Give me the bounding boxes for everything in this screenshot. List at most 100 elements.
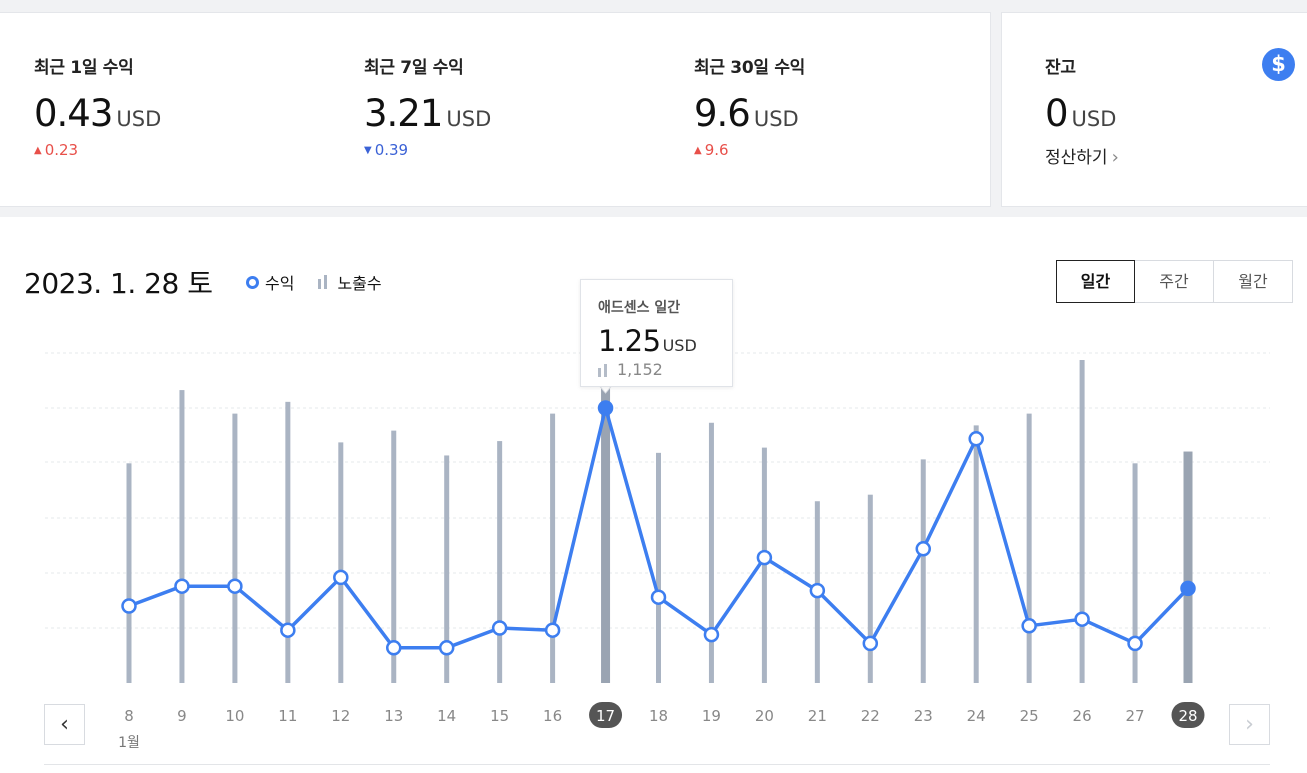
stat-7day: 최근 7일 수익 3.21 USD ▼ 0.39 — [364, 53, 491, 159]
revenue-point — [227, 578, 243, 594]
selected-date-badge — [1171, 702, 1205, 728]
balance-label: 잔고 — [1045, 58, 1076, 78]
impressions-bar — [601, 381, 611, 683]
balance-value: 0 — [1045, 92, 1069, 135]
revenue-point — [915, 541, 931, 557]
x-tick-label: 10 — [225, 707, 244, 725]
settle-label: 정산하기 — [1045, 148, 1108, 168]
impressions-bar — [179, 390, 185, 683]
revenue-point — [597, 400, 614, 416]
dollar-icon: $ — [1262, 48, 1295, 81]
x-tick-label: 15 — [490, 707, 509, 725]
prev-period-button[interactable]: ‹ — [44, 704, 85, 745]
stat-balance: 잔고 0 USD 정산하기 › — [1045, 53, 1119, 168]
period-toggle: 일간 주간 월간 — [1056, 260, 1293, 303]
impressions-bar — [1183, 451, 1193, 683]
bar-chart-icon — [318, 275, 330, 289]
stat-delta: 9.6 — [704, 141, 729, 159]
x-tick-label: 9 — [177, 707, 187, 725]
impressions-bar — [920, 459, 926, 683]
x-tick-label: 24 — [967, 707, 986, 725]
chart-date-title: 2023. 1. 28 토 — [24, 267, 213, 300]
x-tick-label: 21 — [808, 707, 827, 725]
impressions-bar — [232, 413, 238, 683]
x-tick-label: 13 — [384, 707, 403, 725]
legend-revenue: 수익 — [246, 270, 294, 294]
impressions-bar — [708, 422, 714, 683]
tooltip-unit: USD — [662, 336, 697, 355]
down-triangle-icon: ▼ — [364, 145, 372, 156]
impressions-bar — [391, 430, 397, 683]
revenue-summary-card: 최근 1일 수익 0.43 USD ▲ 0.23 최근 7일 수익 3.21 USD … — [0, 12, 991, 207]
balance-unit: USD — [1071, 107, 1117, 131]
tooltip-impressions: 1,152 — [598, 360, 732, 379]
impressions-bar — [656, 452, 661, 683]
impressions-bar — [338, 442, 344, 683]
revenue-point — [1021, 618, 1037, 634]
impressions-bar — [973, 425, 979, 683]
x-tick-label: 17 — [596, 707, 615, 725]
stat-label: 최근 7일 수익 — [364, 58, 464, 78]
legend-revenue-label: 수익 — [265, 274, 295, 293]
tooltip-value: 1.25 — [598, 324, 661, 358]
stat-unit: USD — [446, 107, 492, 131]
up-triangle-icon: ▲ — [694, 145, 702, 156]
bar-chart-icon — [598, 363, 610, 377]
revenue-point — [809, 582, 826, 599]
selected-date-badge — [589, 702, 623, 728]
stat-1day: 최근 1일 수익 0.43 USD ▲ 0.23 — [34, 53, 161, 159]
chart-tooltip: 애드센스 일간 1.25 USD 1,152 — [580, 279, 733, 387]
settle-link[interactable]: 정산하기 › — [1045, 143, 1119, 168]
revenue-point — [121, 598, 137, 614]
impressions-bar — [550, 413, 556, 683]
stat-value: 0.43 — [34, 92, 113, 135]
revenue-point — [756, 549, 773, 566]
stat-value: 9.6 — [694, 92, 751, 135]
x-tick-label: 26 — [1073, 707, 1092, 725]
revenue-point — [333, 569, 349, 586]
revenue-point — [544, 622, 561, 638]
chevron-right-icon: › — [1111, 147, 1119, 168]
period-weekly-button[interactable]: 주간 — [1135, 260, 1214, 303]
line-marker-icon — [246, 275, 259, 289]
impressions-bar — [1132, 463, 1138, 683]
stat-label: 최근 30일 수익 — [694, 58, 805, 78]
impressions-bar — [444, 455, 450, 683]
x-tick-label: 8 — [124, 707, 134, 725]
x-tick-label: 19 — [702, 707, 721, 725]
balance-card: 잔고 0 USD 정산하기 › $ — [1001, 12, 1307, 207]
chart-bottom-divider — [44, 764, 1270, 765]
revenue-point — [491, 620, 508, 636]
revenue-point — [1074, 611, 1090, 627]
impressions-bar — [1026, 413, 1032, 683]
impressions-bar — [867, 494, 873, 683]
x-tick-label: 23 — [914, 707, 933, 725]
impressions-bar — [1079, 360, 1085, 683]
tooltip-impressions-value: 1,152 — [617, 360, 663, 379]
period-daily-button[interactable]: 일간 — [1056, 260, 1135, 303]
stat-delta: 0.23 — [44, 141, 79, 159]
next-period-button[interactable]: › — [1229, 704, 1270, 745]
revenue-point — [862, 635, 879, 652]
revenue-point — [968, 431, 984, 447]
stat-value: 3.21 — [364, 92, 443, 135]
stat-delta: 0.39 — [374, 141, 409, 159]
revenue-point — [386, 640, 402, 656]
revenue-point — [174, 578, 190, 594]
chevron-right-icon: › — [1245, 712, 1254, 737]
chevron-left-icon: ‹ — [60, 712, 69, 737]
x-tick-label: 20 — [755, 707, 774, 725]
x-tick-label: 16 — [543, 707, 562, 725]
legend-impressions: 노출수 — [318, 270, 382, 294]
revenue-point — [1180, 580, 1196, 597]
impressions-bar — [497, 441, 503, 683]
month-label: 1월 — [118, 735, 140, 751]
x-tick-label: 14 — [437, 707, 456, 725]
stat-label: 최근 1일 수익 — [34, 58, 134, 78]
chart-legend: 수익 노출수 — [246, 270, 406, 294]
legend-impressions-label: 노출수 — [337, 274, 382, 293]
stat-unit: USD — [116, 107, 162, 131]
period-monthly-button[interactable]: 월간 — [1214, 260, 1293, 303]
x-tick-label: 22 — [861, 707, 880, 725]
